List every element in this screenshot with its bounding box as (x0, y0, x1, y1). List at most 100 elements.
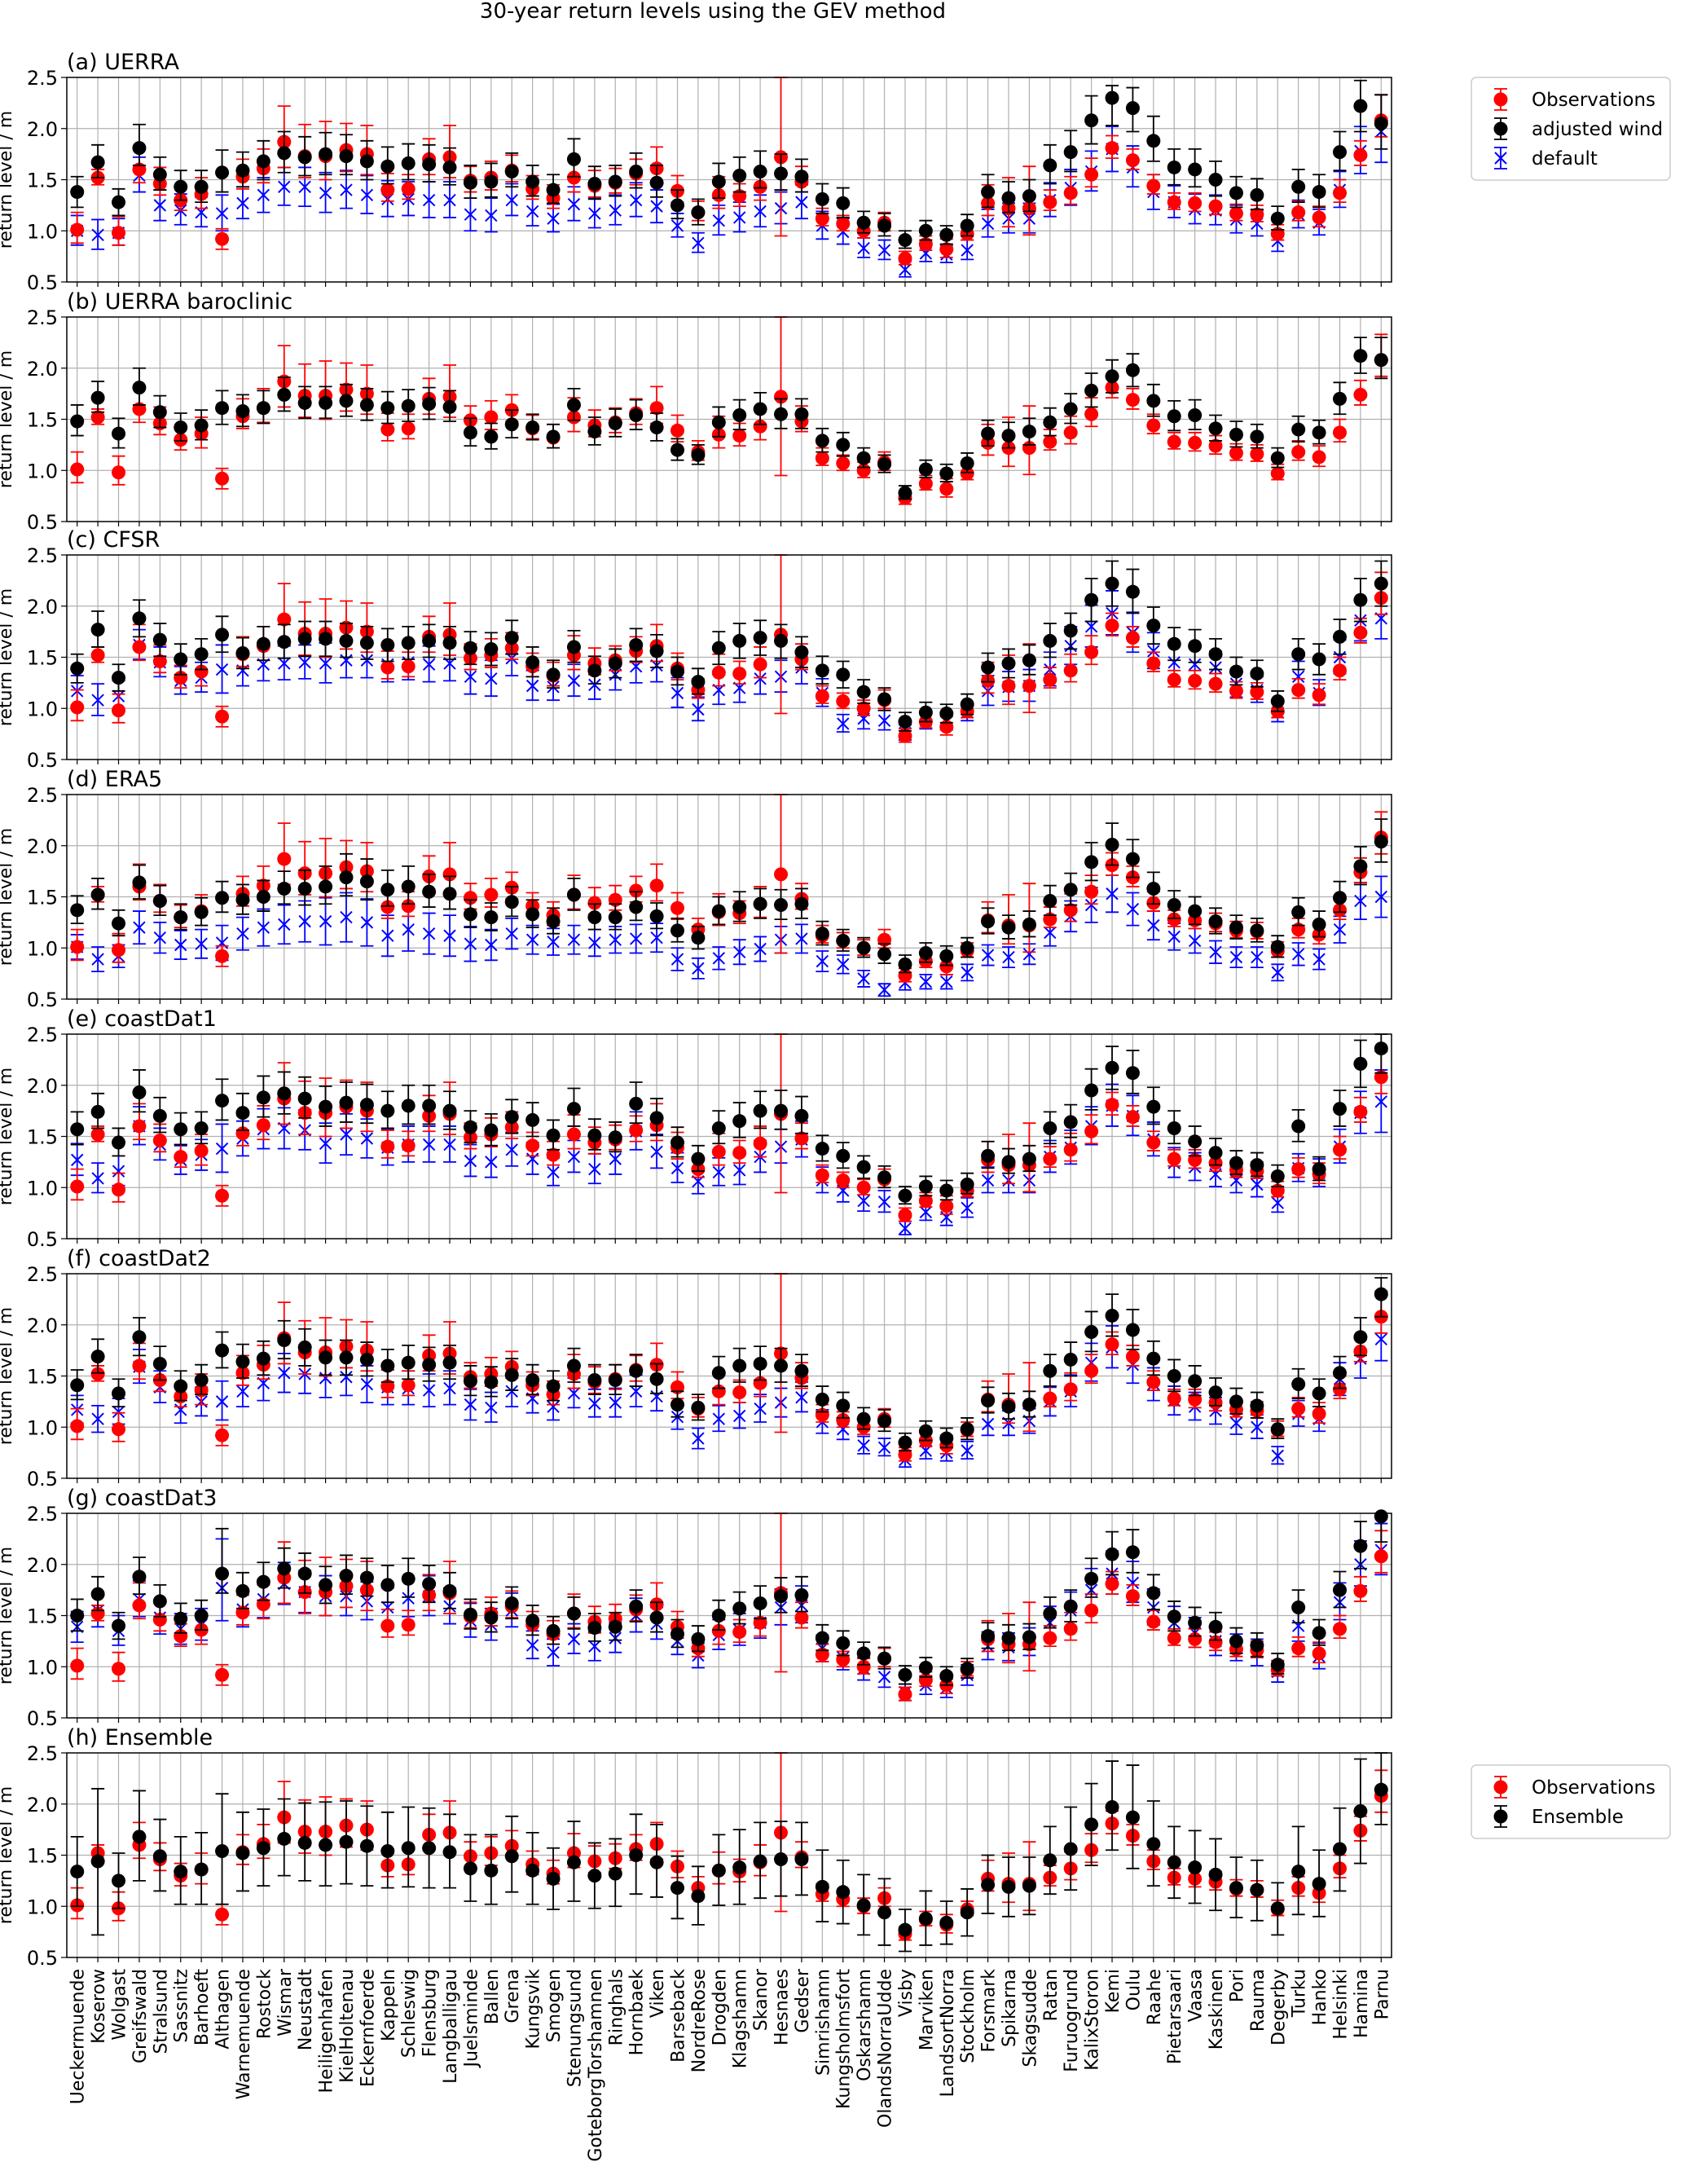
observation-point (1291, 445, 1306, 460)
adjusted-point (194, 179, 209, 194)
adjusted-point (401, 879, 416, 894)
adjusted-point (112, 916, 126, 931)
default-point-stroke (298, 656, 311, 669)
observation-point (380, 422, 395, 437)
default-point (877, 714, 891, 728)
panel-4: 0.5 1.0 1.5 2.0 2.5 return level / m (d) ERA5 (0, 767, 1392, 1011)
adjusted-point (1105, 576, 1119, 591)
adjusted-point (939, 466, 954, 481)
adjusted-point (629, 164, 644, 178)
adjusted-point (1229, 427, 1243, 442)
adjusted-point (981, 185, 996, 200)
adjusted-point (1001, 656, 1016, 671)
default-point (1167, 656, 1181, 669)
default-point-stroke (961, 244, 974, 257)
adjusted-point (1312, 425, 1326, 440)
observation-point (1063, 425, 1078, 440)
data-marks (70, 554, 1388, 743)
default-point-stroke (485, 672, 498, 685)
adjusted-point (939, 707, 954, 721)
observation-point (939, 242, 954, 257)
adjusted-point (1125, 852, 1140, 866)
observation-point (380, 660, 395, 675)
adjusted-point (484, 641, 499, 656)
adjusted-point (215, 401, 230, 416)
default-point (609, 204, 622, 217)
adjusted-point (112, 671, 126, 685)
y-tick-label: 1.5 (27, 647, 58, 670)
y-tick-label: 0.5 (27, 1228, 58, 1251)
default-point (754, 205, 767, 218)
default-point-stroke (547, 212, 560, 225)
adjusted-point (815, 192, 829, 206)
y-tick-label: 1.5 (27, 170, 58, 192)
y-tick-label: 1.5 (27, 1126, 58, 1149)
default-point-stroke (1147, 645, 1160, 658)
default-point-stroke (278, 657, 291, 670)
default-point-stroke (505, 193, 518, 207)
adjusted-point (608, 174, 622, 189)
observation-point (215, 949, 230, 963)
adjusted-point (774, 633, 789, 648)
adjusted-point (215, 165, 230, 180)
adjusted-point (1229, 920, 1243, 935)
observation-point (1146, 656, 1161, 671)
adjusted-point (836, 933, 851, 948)
adjusted-point (1022, 653, 1036, 667)
adjusted-point (215, 891, 230, 905)
adjusted-point (649, 421, 664, 435)
adjusted-point (442, 160, 457, 174)
chart-panels: 0.5 1.0 1.5 2.0 2.5 return level / m (a) UERRA… (0, 50, 1392, 2162)
observation-point (1208, 438, 1223, 453)
adjusted-point (815, 927, 829, 941)
y-tick-label: 0.5 (27, 989, 58, 1011)
observation-point (1125, 393, 1140, 407)
adjusted-point (1063, 145, 1078, 160)
default-point-stroke (567, 674, 581, 688)
default-point-stroke (236, 196, 249, 210)
observation-point (1312, 688, 1326, 702)
default-point-stroke (91, 228, 104, 241)
adjusted-point (504, 417, 519, 432)
default-point (899, 263, 912, 276)
observation-point (774, 867, 789, 882)
adjusted-point (297, 881, 312, 896)
adjusted-point (442, 399, 457, 414)
adjusted-point (918, 946, 933, 961)
adjusted-point (877, 947, 892, 962)
observation-point (815, 451, 829, 465)
observation-point (112, 465, 126, 480)
adjusted-point (566, 152, 581, 166)
default-point (422, 193, 436, 207)
adjusted-point (174, 652, 188, 667)
default-point-stroke (360, 188, 374, 202)
adjusted-point (235, 403, 250, 418)
observation-point (1291, 683, 1306, 698)
adjusted-point (132, 611, 147, 626)
default-point-stroke (464, 208, 477, 221)
y-tick-label: 0.5 (27, 271, 58, 294)
default-point (795, 196, 808, 209)
default-point (91, 228, 104, 241)
adjusted-point (546, 667, 561, 682)
default-point-stroke (340, 183, 353, 196)
adjusted-point (939, 227, 954, 242)
adjusted-point (1063, 402, 1078, 416)
observation-point (1229, 446, 1243, 460)
default-point (340, 183, 353, 196)
observation-point (1125, 631, 1140, 645)
adjusted-point (1229, 664, 1243, 679)
adjusted-point (256, 636, 270, 651)
default-point-stroke (877, 244, 891, 257)
default-point (1188, 658, 1202, 671)
adjusted-point (463, 641, 477, 655)
adjusted-point (277, 387, 292, 402)
adjusted-point (856, 940, 871, 955)
observation-point (670, 900, 684, 915)
observation-point (401, 182, 416, 196)
adjusted-point (815, 434, 829, 448)
chart-title: 30-year return levels using the GEV meth… (480, 0, 946, 24)
default-point-stroke (671, 686, 684, 700)
panel-label: (a) UERRA (67, 50, 179, 75)
